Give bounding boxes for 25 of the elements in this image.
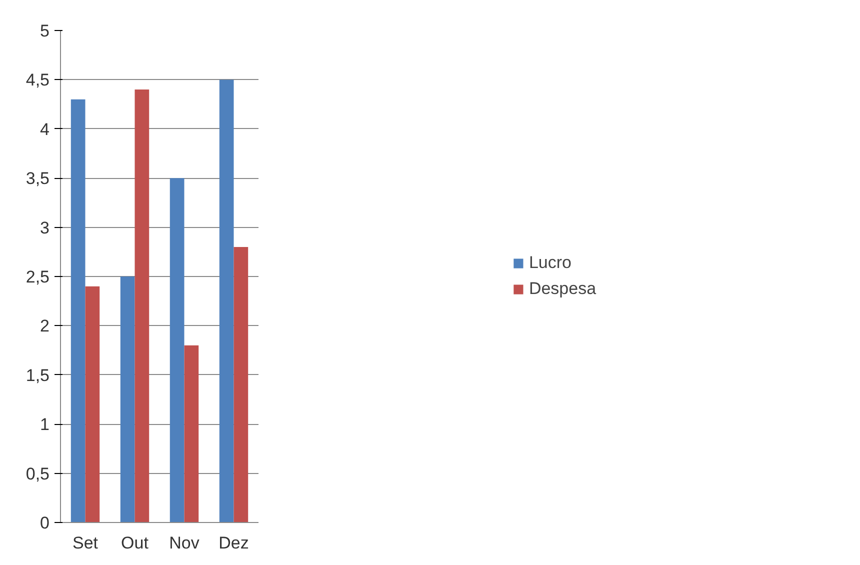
y-tick-label: 1,5 — [26, 366, 50, 385]
y-tick-label: 3,5 — [26, 169, 50, 188]
y-tick-label: 3 — [40, 218, 50, 238]
y-tick-label: 0,5 — [26, 464, 50, 484]
legend-label: Lucro — [528, 253, 572, 273]
bar — [134, 90, 150, 522]
y-tick-label: 2 — [40, 316, 50, 336]
x-tick-label: Out — [121, 534, 149, 552]
y-tick-label: 0 — [40, 514, 50, 532]
x-tick-label: Nov — [169, 534, 200, 552]
bar — [234, 246, 248, 522]
bar — [170, 178, 184, 522]
y-tick-label: 2,5 — [26, 268, 50, 286]
bar — [184, 345, 199, 522]
bar — [85, 286, 100, 522]
y-tick-label: 4 — [40, 120, 50, 139]
bar — [219, 80, 234, 522]
y-tick-label: 1 — [40, 415, 50, 434]
y-tick-label: 4,5 — [26, 70, 50, 90]
x-tick-label: Dez — [218, 534, 249, 552]
y-tick-label: 5 — [40, 22, 50, 40]
bar — [70, 99, 86, 522]
legend-label: Despesa — [528, 279, 596, 299]
bar — [120, 276, 135, 522]
x-tick-label: Set — [72, 534, 98, 552]
